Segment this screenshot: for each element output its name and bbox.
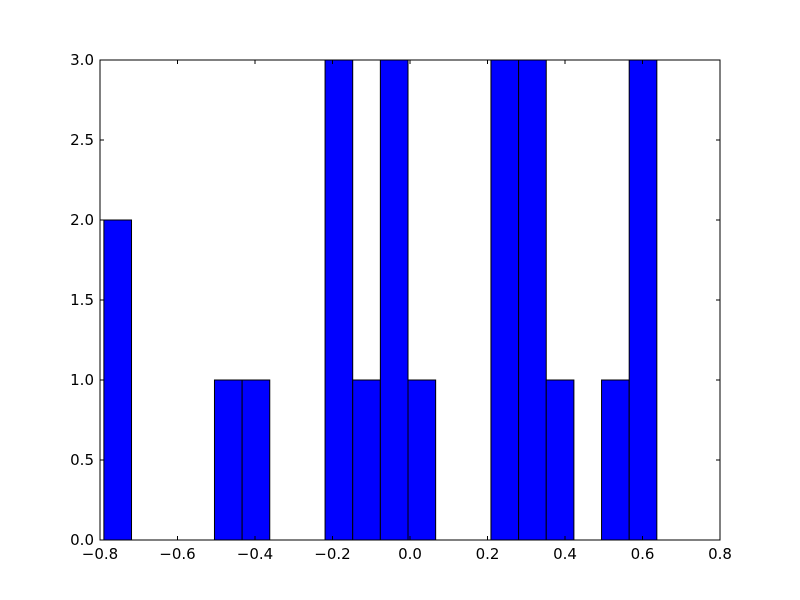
y-tick-label: 2.5 <box>70 131 94 149</box>
x-tick-label: 0.8 <box>708 545 732 563</box>
x-tick-label: 0.4 <box>553 545 577 563</box>
y-tick-label: 3.0 <box>70 51 94 69</box>
bar <box>213 379 243 541</box>
y-tick-label: 0.5 <box>70 451 94 469</box>
bar <box>518 59 547 541</box>
x-tick-label: −0.4 <box>237 545 273 563</box>
bar <box>103 219 133 541</box>
bar <box>601 379 630 541</box>
y-tick-label: 2.0 <box>70 211 94 229</box>
x-tick-label: −0.2 <box>314 545 350 563</box>
bar <box>379 59 409 541</box>
bar <box>324 59 354 541</box>
y-tick-label: 1.5 <box>70 291 94 309</box>
bar <box>490 59 520 541</box>
bar <box>545 379 575 541</box>
bar <box>352 379 381 541</box>
y-tick-label: 0.0 <box>70 531 94 549</box>
bar <box>628 59 658 541</box>
x-tick-label: −0.8 <box>82 545 118 563</box>
x-tick-label: 0.2 <box>476 545 500 563</box>
x-tick-label: −0.6 <box>159 545 195 563</box>
plot-area <box>103 59 658 541</box>
x-tick-label: 0.0 <box>398 545 422 563</box>
y-tick-label: 1.0 <box>70 371 94 389</box>
x-tick-label: 0.6 <box>631 545 655 563</box>
bar <box>407 379 437 541</box>
bar <box>241 379 271 541</box>
